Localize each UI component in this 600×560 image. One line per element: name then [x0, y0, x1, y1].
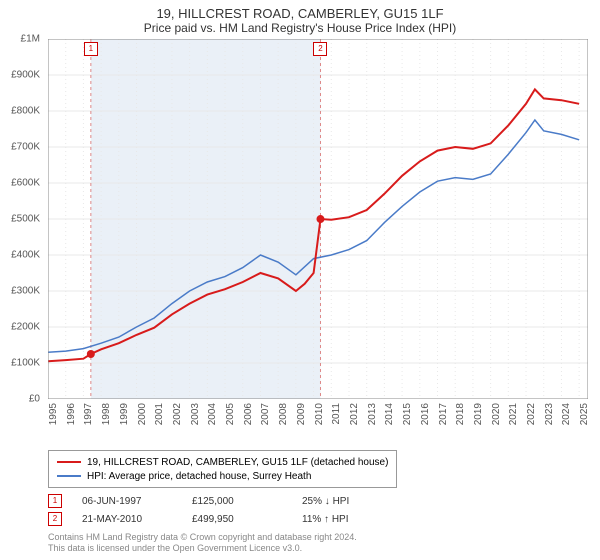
y-tick-label: £0 [29, 394, 40, 405]
x-tick-label: 2022 [526, 403, 537, 425]
legend-swatch [57, 475, 81, 477]
chart-title: 19, HILLCREST ROAD, CAMBERLEY, GU15 1LF [0, 0, 600, 21]
x-tick-label: 2008 [278, 403, 289, 425]
legend: 19, HILLCREST ROAD, CAMBERLEY, GU15 1LF … [48, 450, 397, 488]
x-tick-label: 2009 [296, 403, 307, 425]
x-tick-label: 2014 [384, 403, 395, 425]
x-tick-label: 2013 [367, 403, 378, 425]
x-tick-label: 2004 [207, 403, 218, 425]
x-tick-label: 2021 [508, 403, 519, 425]
legend-label: 19, HILLCREST ROAD, CAMBERLEY, GU15 1LF … [87, 457, 388, 468]
x-tick-label: 2018 [455, 403, 466, 425]
y-tick-label: £500K [11, 214, 40, 225]
x-tick-label: 2024 [561, 403, 572, 425]
x-tick-label: 2007 [260, 403, 271, 425]
sale-row: 1 06-JUN-1997£125,00025% ↓ HPI [48, 492, 412, 510]
footer-line1: Contains HM Land Registry data © Crown c… [48, 532, 357, 543]
plot-svg [48, 39, 588, 399]
footer: Contains HM Land Registry data © Crown c… [48, 532, 357, 554]
y-tick-label: £200K [11, 322, 40, 333]
footer-line2: This data is licensed under the Open Gov… [48, 543, 357, 554]
x-tick-label: 2012 [349, 403, 360, 425]
sale-row: 2 21-MAY-2010£499,95011% ↑ HPI [48, 510, 412, 528]
y-axis: £0£100K£200K£300K£400K£500K£600K£700K£80… [0, 39, 44, 399]
sales-table: 1 06-JUN-1997£125,00025% ↓ HPI 2 21-MAY-201… [48, 492, 412, 528]
x-tick-label: 2003 [190, 403, 201, 425]
x-tick-label: 2010 [314, 403, 325, 425]
x-tick-label: 2011 [331, 403, 342, 425]
sale-price: £499,950 [192, 514, 302, 525]
x-tick-label: 1998 [101, 403, 112, 425]
x-tick-label: 2017 [438, 403, 449, 425]
sale-delta: 11% ↑ HPI [302, 514, 412, 525]
x-tick-label: 2016 [420, 403, 431, 425]
sale-marker-box: 2 [48, 512, 62, 526]
x-axis: 1995 1996 1997 1998 1999 2000 2001 2002 2003 2004… [48, 399, 588, 439]
y-tick-label: £400K [11, 250, 40, 261]
legend-row: HPI: Average price, detached house, Surr… [57, 469, 388, 483]
chart-container: 19, HILLCREST ROAD, CAMBERLEY, GU15 1LF … [0, 0, 600, 560]
sale-marker-1: 1 [84, 42, 98, 56]
x-tick-label: 2019 [473, 403, 484, 425]
x-tick-label: 1997 [83, 403, 94, 425]
y-tick-label: £100K [11, 358, 40, 369]
x-tick-label: 2006 [243, 403, 254, 425]
x-tick-label: 2001 [154, 403, 165, 425]
chart-subtitle: Price paid vs. HM Land Registry's House … [0, 21, 600, 39]
y-tick-label: £700K [11, 142, 40, 153]
x-tick-label: 2000 [137, 403, 148, 425]
legend-swatch [57, 461, 81, 463]
legend-row: 19, HILLCREST ROAD, CAMBERLEY, GU15 1LF … [57, 455, 388, 469]
x-tick-label: 1999 [119, 403, 130, 425]
y-tick-label: £800K [11, 106, 40, 117]
x-tick-label: 2015 [402, 403, 413, 425]
y-tick-label: £300K [11, 286, 40, 297]
chart-area: £0£100K£200K£300K£400K£500K£600K£700K£80… [48, 39, 588, 399]
sale-price: £125,000 [192, 496, 302, 507]
x-tick-label: 2023 [544, 403, 555, 425]
sale-delta: 25% ↓ HPI [302, 496, 412, 507]
y-tick-label: £1M [21, 34, 40, 45]
legend-label: HPI: Average price, detached house, Surr… [87, 471, 311, 482]
x-tick-label: 1996 [66, 403, 77, 425]
x-tick-label: 2005 [225, 403, 236, 425]
x-tick-label: 2025 [579, 403, 590, 425]
sale-date: 21-MAY-2010 [82, 514, 192, 525]
sale-marker-2: 2 [313, 42, 327, 56]
sale-marker-box: 1 [48, 494, 62, 508]
x-tick-label: 2002 [172, 403, 183, 425]
x-tick-label: 1995 [48, 403, 59, 425]
sale-date: 06-JUN-1997 [82, 496, 192, 507]
y-tick-label: £900K [11, 70, 40, 81]
x-tick-label: 2020 [491, 403, 502, 425]
y-tick-label: £600K [11, 178, 40, 189]
